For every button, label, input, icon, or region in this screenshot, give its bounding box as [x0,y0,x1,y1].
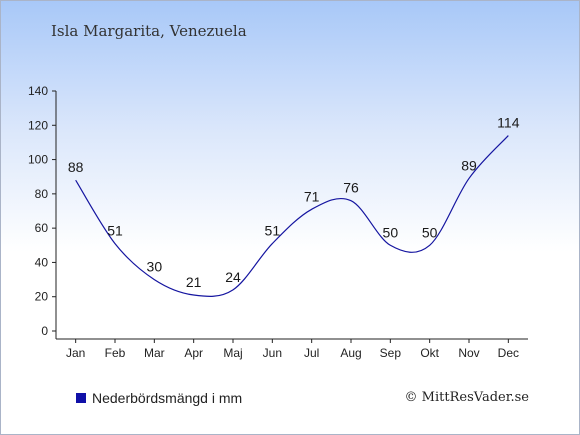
data-point [153,278,156,281]
data-label: 88 [68,159,84,175]
data-point [310,208,313,211]
x-tick-label: Sep [380,346,402,360]
y-tick-label: 120 [28,118,48,132]
data-point [271,242,274,245]
x-tick-label: Okt [420,346,439,360]
data-point [389,244,392,247]
credit-text: © MittResVader.se [404,390,529,405]
x-tick-label: Aug [340,346,361,360]
data-point [114,242,117,245]
legend: Nederbördsmängd i mm [76,390,242,406]
x-tick-label: Jun [263,346,282,360]
x-tick-label: Nov [458,346,479,360]
data-label: 24 [225,269,241,285]
x-tick-label: Mar [144,346,165,360]
legend-label: Nederbördsmängd i mm [92,390,243,406]
data-label: 71 [304,188,320,204]
y-tick-label: 100 [28,153,48,167]
data-label: 50 [422,224,438,240]
y-tick-label: 60 [35,221,49,235]
data-label: 21 [186,274,202,290]
x-tick-label: Dec [498,346,519,360]
x-tick-label: Maj [223,346,242,360]
y-tick-label: 140 [28,84,48,98]
y-tick-label: 80 [35,187,49,201]
precipitation-series-line [75,135,509,297]
x-tick-label: Apr [184,346,203,360]
y-tick-label: 20 [35,290,49,304]
data-label: 114 [497,115,520,131]
data-point [74,179,77,182]
data-point [507,134,510,137]
data-label: 51 [265,223,281,239]
y-tick-label: 40 [35,255,49,269]
data-label: 30 [147,259,163,275]
data-point [428,244,431,247]
x-tick-label: Jul [304,346,319,360]
chart-title: Isla Margarita, Venezuela [51,22,247,40]
data-point [468,177,471,180]
data-label: 50 [383,224,399,240]
data-label: 76 [343,180,359,196]
y-tick-label: 0 [41,324,48,338]
data-label: 89 [461,157,477,173]
data-point [192,294,195,297]
data-label: 51 [107,223,123,239]
x-tick-label: Feb [105,346,126,360]
x-tick-label: Jan [66,346,85,360]
data-point [350,199,353,202]
data-point [232,288,235,291]
legend-swatch [76,393,86,403]
